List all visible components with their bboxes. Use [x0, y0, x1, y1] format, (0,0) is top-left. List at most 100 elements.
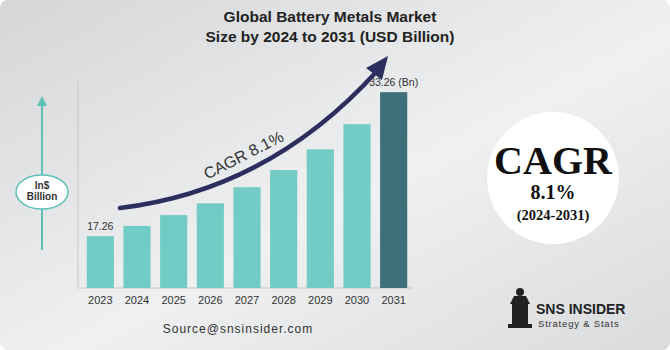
dot — [563, 87, 565, 89]
dot — [167, 100, 169, 102]
dot — [320, 78, 322, 80]
dot — [644, 57, 646, 59]
dot — [266, 200, 268, 202]
dot — [446, 183, 448, 185]
bar — [197, 203, 224, 288]
dot — [419, 85, 421, 87]
dot — [500, 99, 502, 101]
dot — [500, 11, 502, 13]
dot — [473, 24, 475, 26]
dot — [311, 121, 313, 123]
y-label-line: In$ — [35, 180, 50, 191]
dot — [581, 43, 583, 45]
dot — [464, 157, 466, 159]
dot — [626, 91, 628, 93]
dot — [293, 119, 295, 121]
dot — [185, 162, 187, 164]
dot — [194, 86, 196, 88]
dot — [635, 134, 637, 136]
dot — [617, 161, 619, 163]
dot — [599, 44, 601, 46]
dot — [518, 68, 520, 70]
dot — [536, 53, 538, 55]
dot — [626, 58, 628, 60]
dot — [662, 119, 664, 121]
dot — [419, 51, 421, 53]
arrow-label: CAGR 8.1% — [201, 128, 286, 183]
dot — [446, 22, 448, 24]
dot — [419, 210, 421, 212]
dot — [509, 13, 511, 15]
logo-icon — [508, 288, 532, 328]
dot — [248, 109, 250, 111]
badge-text: CAGR — [494, 138, 613, 183]
bar — [160, 215, 187, 288]
dot — [428, 105, 430, 107]
dot — [365, 94, 367, 96]
dot — [293, 92, 295, 94]
dot — [410, 154, 412, 156]
dot — [221, 135, 223, 137]
dot — [410, 170, 412, 172]
dot — [320, 139, 322, 141]
dot — [662, 85, 664, 87]
dot — [302, 105, 304, 107]
dot — [599, 96, 601, 98]
dot — [455, 170, 457, 172]
bar — [307, 149, 334, 288]
dot — [293, 59, 295, 61]
dot — [446, 195, 448, 197]
dot — [185, 120, 187, 122]
dot — [473, 190, 475, 192]
x-tick-label: 2027 — [235, 294, 259, 306]
dot — [608, 115, 610, 117]
dot — [437, 89, 439, 91]
dot — [158, 166, 160, 168]
dot — [329, 77, 331, 79]
dot — [230, 194, 232, 196]
dot — [347, 77, 349, 79]
dot — [635, 57, 637, 59]
dot — [347, 108, 349, 110]
dot — [203, 59, 205, 61]
dot — [545, 87, 547, 89]
dot — [653, 76, 655, 78]
dot — [158, 189, 160, 191]
dot — [500, 115, 502, 117]
dot — [464, 181, 466, 183]
logo-name: SNS INSIDER — [536, 301, 625, 317]
x-tick-label: 2028 — [271, 294, 295, 306]
logo-shape — [508, 324, 532, 328]
dot — [455, 56, 457, 58]
dot — [554, 72, 556, 74]
dot — [545, 55, 547, 57]
dot — [662, 31, 664, 33]
source: Source@snsinsider.com — [163, 322, 314, 336]
dot — [239, 134, 241, 136]
dot — [302, 171, 304, 173]
dot — [635, 80, 637, 82]
dot — [590, 44, 592, 46]
dot — [284, 82, 286, 84]
dot — [185, 43, 187, 45]
dot — [428, 87, 430, 89]
dot — [482, 199, 484, 201]
dot — [212, 45, 214, 47]
dot — [626, 147, 628, 149]
bars — [87, 92, 407, 288]
dot — [311, 137, 313, 139]
dot — [473, 95, 475, 97]
dot — [176, 41, 178, 43]
dot — [653, 181, 655, 183]
bar — [270, 170, 297, 288]
logo-tagline: Strategy & Stats — [538, 318, 619, 329]
dot — [473, 77, 475, 79]
dot — [653, 120, 655, 122]
dot — [410, 50, 412, 52]
dot — [437, 157, 439, 159]
dot — [464, 170, 466, 172]
dot — [347, 92, 349, 94]
dot — [536, 35, 538, 37]
dot — [374, 131, 376, 133]
dot — [311, 67, 313, 69]
